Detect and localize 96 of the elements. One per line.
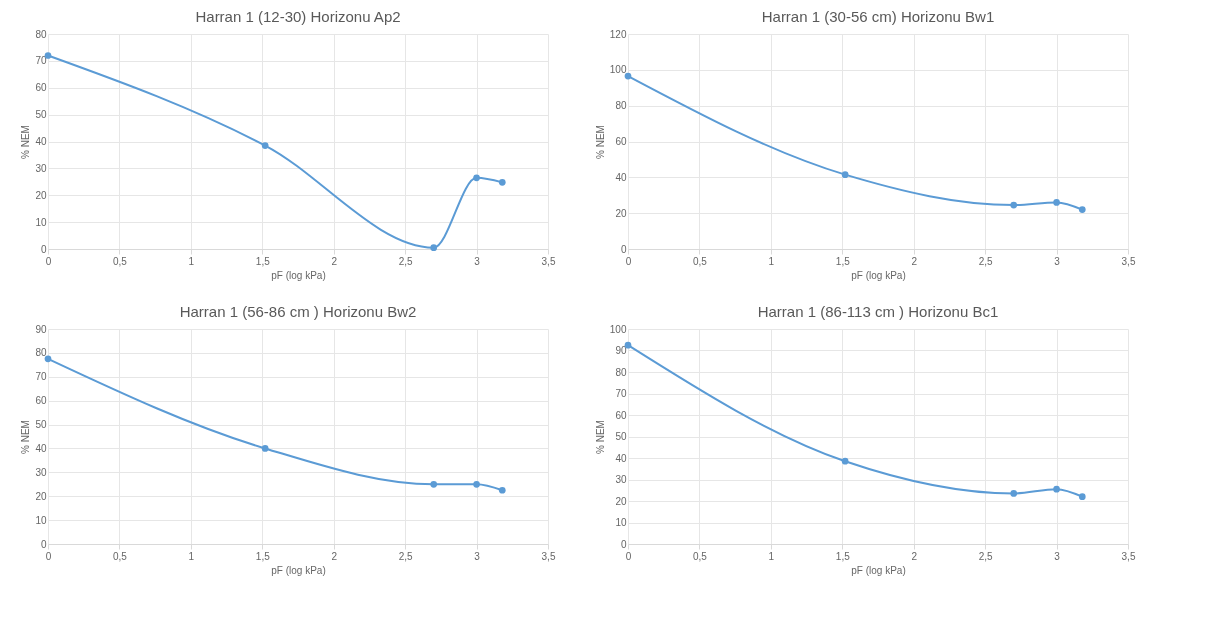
y-tick-label: 40: [35, 136, 47, 147]
y-tick-label: 80: [35, 347, 47, 359]
y-tick-label: 50: [35, 109, 47, 121]
x-tick-label: 2: [911, 550, 918, 562]
point: [841, 171, 849, 178]
x-tick-label: 1: [188, 255, 195, 267]
y-tick-label: 90: [35, 323, 47, 335]
x-tick-label: 3,5: [541, 255, 556, 267]
x-tick-label: 2,5: [398, 255, 414, 267]
x-tick-label: 3,5: [1121, 550, 1136, 562]
point: [430, 244, 438, 251]
point: [430, 480, 438, 488]
y-tick-label: 60: [615, 409, 627, 421]
x-tick-label: 3: [1054, 550, 1061, 562]
y-axis-title: % NEM: [20, 420, 32, 454]
y-tick-label: 0: [620, 538, 627, 550]
y-tick-label: 0: [40, 538, 47, 550]
x-tick-label: 0,5: [692, 255, 708, 267]
x-axis-title: pF (log kPa): [851, 269, 906, 281]
y-tick-label: 10: [35, 514, 47, 526]
point: [1078, 206, 1086, 213]
point: [1053, 485, 1060, 493]
y-axis-title: % NEM: [20, 125, 32, 159]
y-tick-label: 50: [35, 419, 47, 431]
y-tick-label: 100: [609, 323, 627, 335]
y-tick-label: 20: [35, 189, 47, 201]
x-tick-label: 3: [474, 255, 481, 267]
y-tick-label: 70: [35, 371, 47, 383]
x-tick-label: 1,5: [835, 255, 851, 267]
x-tick-label: 0,5: [112, 550, 128, 562]
x-tick-label: 3,5: [1121, 255, 1136, 267]
x-tick-label: 1,5: [255, 550, 271, 562]
x-tick-label: 1,5: [835, 550, 851, 562]
point: [1053, 199, 1060, 206]
y-tick-label: 20: [615, 207, 627, 219]
point: [498, 179, 506, 186]
x-tick-label: 1: [768, 550, 775, 562]
y-tick-label: 30: [615, 474, 627, 485]
x-axis-title: pF (log kPa): [271, 564, 326, 576]
y-tick-label: 10: [615, 517, 627, 528]
point: [624, 72, 632, 80]
y-tick-label: 70: [35, 55, 47, 67]
y-tick-label: 60: [35, 82, 47, 94]
x-tick-label: 2: [331, 255, 338, 267]
point: [261, 445, 269, 452]
chart-title: Harran 1 (56-86 cm ) Horizonu Bw2: [179, 303, 417, 320]
point: [473, 480, 480, 488]
y-tick-label: 120: [609, 28, 627, 40]
chart-title: Harran 1 (30-56 cm) Horizonu Bw1: [761, 8, 995, 25]
y-tick-label: 80: [35, 28, 47, 40]
y-tick-label: 0: [620, 243, 627, 255]
y-tick-label: 20: [35, 490, 47, 502]
y-axis-title: % NEM: [594, 125, 606, 159]
x-tick-label: 3: [1054, 255, 1061, 267]
x-tick-label: 1: [768, 255, 775, 267]
y-tick-label: 100: [609, 64, 627, 76]
y-tick-label: 40: [615, 171, 627, 183]
y-tick-label: 40: [615, 452, 627, 464]
x-tick-label: 2: [911, 255, 918, 267]
x-tick-label: 3: [474, 550, 481, 562]
point: [624, 341, 632, 349]
x-tick-label: 1: [188, 550, 195, 562]
x-tick-label: 1,5: [255, 255, 271, 267]
chart-title: Harran 1 (86-113 cm ) Horizonu Bc1: [757, 303, 999, 320]
y-tick-label: 60: [615, 136, 627, 147]
x-tick-label: 0,5: [112, 255, 128, 267]
x-axis-title: pF (log kPa): [271, 269, 326, 281]
point: [1078, 493, 1086, 501]
y-tick-label: 80: [615, 100, 627, 112]
point: [1010, 201, 1018, 209]
chart-title: Harran 1 (12-30) Horizonu Ap2: [195, 8, 401, 25]
point: [473, 174, 480, 182]
point: [1010, 490, 1018, 497]
y-tick-label: 80: [615, 366, 627, 378]
y-tick-label: 60: [35, 395, 47, 407]
y-tick-label: 50: [615, 431, 627, 442]
point: [498, 486, 506, 494]
y-tick-label: 0: [40, 243, 47, 255]
x-tick-label: 2,5: [978, 255, 994, 267]
point: [44, 355, 52, 363]
x-tick-label: 3,5: [541, 550, 556, 562]
y-tick-label: 10: [35, 216, 47, 228]
point: [261, 142, 269, 149]
y-axis-title: % NEM: [594, 420, 606, 454]
y-tick-label: 30: [35, 162, 47, 174]
y-tick-label: 20: [615, 495, 627, 507]
y-tick-label: 30: [35, 466, 47, 478]
x-tick-label: 0,5: [692, 550, 708, 562]
x-tick-label: 2,5: [398, 550, 414, 562]
x-tick-label: 2,5: [978, 550, 994, 562]
y-tick-label: 70: [615, 388, 627, 399]
point: [841, 457, 849, 465]
x-tick-label: 2: [331, 550, 338, 562]
x-axis-title: pF (log kPa): [851, 564, 906, 576]
y-tick-label: 90: [615, 345, 627, 356]
y-tick-label: 40: [35, 442, 47, 454]
